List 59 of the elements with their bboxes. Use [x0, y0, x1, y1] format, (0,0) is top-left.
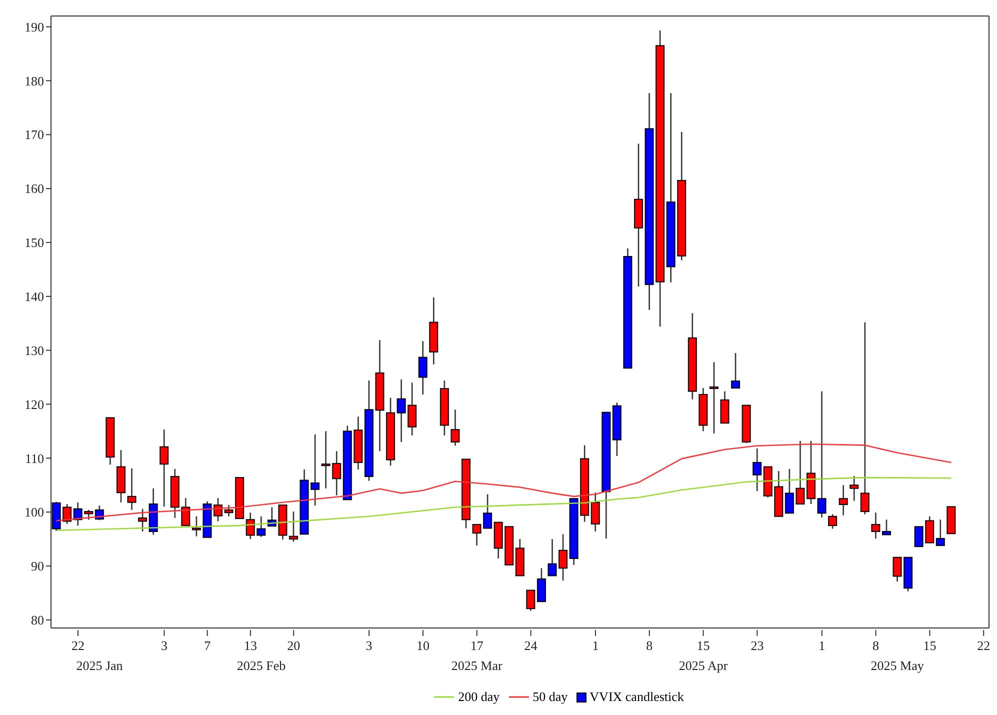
- legend-label: VVIX candlestick: [590, 689, 684, 705]
- candlestick: [138, 508, 148, 532]
- candlestick: [860, 322, 870, 515]
- x-tick-label: 10: [416, 638, 430, 653]
- candlestick: [548, 538, 557, 576]
- y-tick-label: 80: [31, 612, 44, 628]
- y-tick-label: 90: [31, 558, 44, 574]
- y-tick-label: 140: [24, 289, 44, 304]
- candlestick: [731, 352, 740, 389]
- y-tick-label: 160: [24, 181, 44, 196]
- x-tick-label: 23: [750, 638, 764, 653]
- x-tick-label: 3: [366, 638, 372, 653]
- x-tick-label: 1: [592, 638, 599, 653]
- x-tick-label: 15: [923, 638, 936, 653]
- legend-label: 50 day: [532, 689, 568, 705]
- candlestick: [709, 362, 718, 434]
- x-tick-label: 1: [818, 638, 826, 653]
- candlestick: [882, 518, 891, 536]
- y-tick-label: 130: [24, 342, 44, 358]
- legend-label: 200 day: [458, 689, 500, 705]
- x-tick-label: 22: [71, 638, 84, 653]
- candlestick: [558, 534, 568, 582]
- x-tick-label: 2025 May: [870, 658, 924, 673]
- candlestick: [160, 428, 169, 508]
- x-tick-label: 8: [872, 638, 880, 653]
- candlestick: [214, 497, 223, 522]
- candlestick: [871, 512, 880, 540]
- y-tick-label: 190: [24, 19, 44, 34]
- candlestick: [288, 510, 298, 542]
- y-tick-label: 110: [24, 450, 44, 466]
- x-tick-label: 15 2025 Apr: [678, 638, 728, 673]
- y-tick-label: 180: [24, 73, 44, 88]
- x-tick-label: 3: [160, 638, 168, 653]
- candlestick: [127, 468, 136, 511]
- candlestick: [450, 408, 460, 446]
- x-tick-label: 8: [646, 638, 653, 653]
- x-tick-label: 20: [287, 638, 300, 653]
- y-tick-label: 170: [24, 127, 44, 142]
- y-tick-label: 150: [24, 235, 44, 250]
- candlestick: [536, 568, 546, 602]
- y-tick-label: 100: [24, 504, 44, 520]
- candlestick: [850, 475, 859, 502]
- candlestick: [752, 448, 762, 492]
- x-tick-label: 13: [244, 638, 257, 653]
- x-tick-label: 24: [524, 638, 538, 653]
- x-tick-label: 2025 Jan: [76, 658, 124, 673]
- x-tick-label: 22: [977, 638, 990, 653]
- x-tick-label: 2025 Feb: [236, 658, 286, 673]
- candlestick: [817, 390, 826, 518]
- x-tick-label: 7: [204, 638, 212, 653]
- candlestick: [590, 492, 600, 532]
- y-tick-label: 120: [24, 396, 44, 412]
- candlestick: [838, 484, 848, 516]
- candlestick: [936, 518, 945, 546]
- candlestick: [720, 390, 730, 424]
- candlestick: [526, 590, 536, 612]
- candlestick: [828, 514, 838, 530]
- x-tick-label: 17 2025 Mar: [451, 638, 503, 673]
- candlestick: [418, 340, 428, 396]
